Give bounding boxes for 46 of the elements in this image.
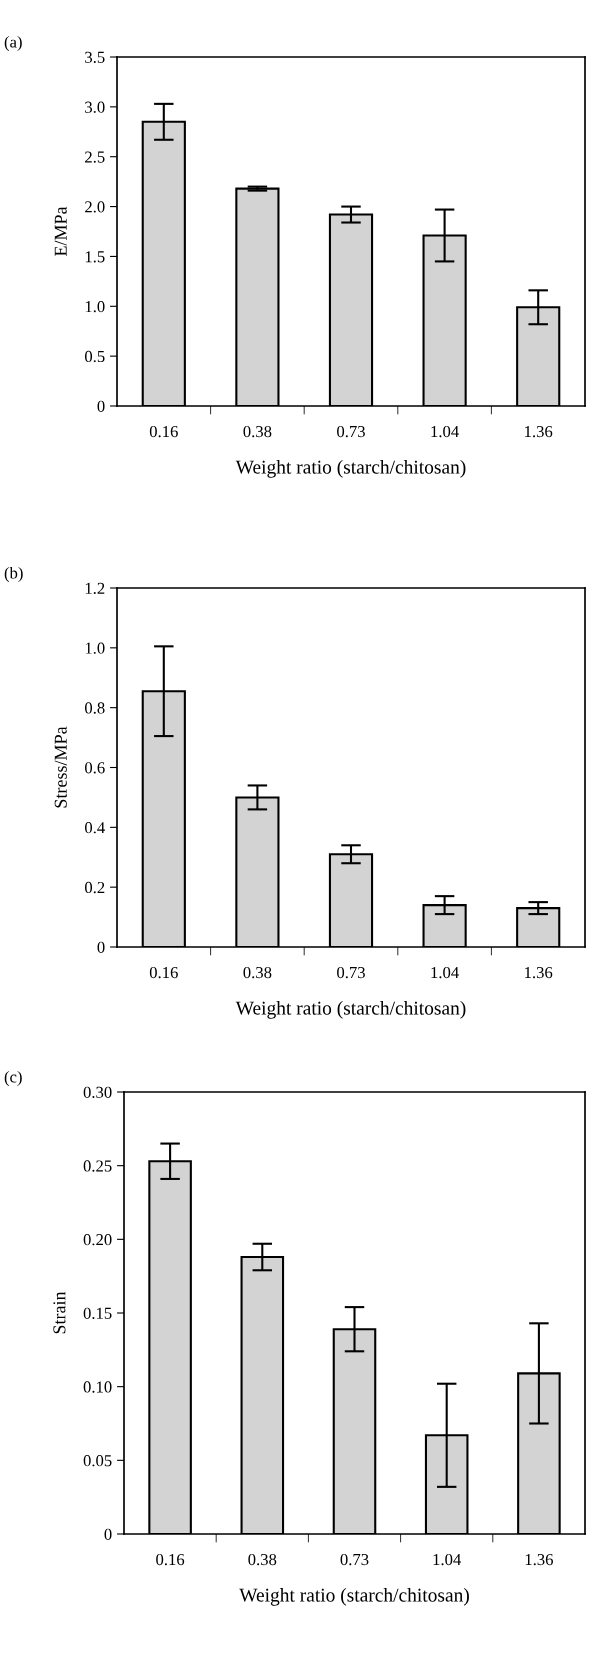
y-tick-label: 0.05 [83, 1455, 112, 1467]
x-tick-label: 1.04 [431, 966, 459, 979]
x-tick-label: 1.04 [431, 425, 459, 438]
x-tick-label: 0.38 [243, 425, 272, 438]
y-tick-label: 3.0 [85, 101, 105, 113]
y-tick-label: 0.30 [83, 1086, 112, 1099]
x-axis-title: Weight ratio (starch/chitosan) [235, 460, 466, 478]
x-tick-label: 1.04 [433, 1553, 462, 1566]
y-tick-label: 1.0 [85, 300, 105, 313]
x-tick-label: 0.16 [156, 1553, 185, 1566]
y-axis-title: E/MPa [54, 206, 67, 257]
y-tick-label: 0.5 [85, 350, 105, 363]
chart-title: (b) [4, 566, 23, 582]
y-tick-label: 1.5 [85, 251, 105, 263]
x-axis-title: Weight ratio (starch/chitosan) [239, 1588, 469, 1606]
y-tick-label: 0.15 [83, 1307, 112, 1320]
y-tick-label: 0.8 [85, 702, 105, 714]
x-tick-label: 1.36 [525, 1553, 553, 1566]
x-tick-label: 0.73 [337, 425, 365, 438]
x-tick-label: 0.73 [337, 966, 365, 979]
y-tick-label: 2.5 [85, 151, 105, 163]
y-tick-label: 0 [104, 1528, 112, 1540]
y-tick-label: 0.25 [83, 1160, 112, 1172]
y-tick-label: 0.2 [85, 881, 105, 894]
y-tick-label: 0.20 [83, 1234, 112, 1246]
y-tick-label: 1.0 [85, 642, 105, 654]
chart-title: (a) [4, 35, 22, 51]
y-tick-label: 0.6 [85, 762, 105, 774]
y-tick-label: 0 [97, 400, 105, 412]
x-tick-label: 1.36 [525, 425, 553, 438]
y-tick-label: 1.2 [85, 582, 105, 595]
x-tick-label: 0.38 [243, 966, 272, 979]
y-tick-label: 3.5 [85, 51, 105, 64]
chart-title: (c) [4, 1070, 22, 1086]
x-tick-label: 1.36 [525, 966, 553, 979]
x-tick-label: 0.16 [149, 966, 178, 979]
x-tick-label: 0.73 [340, 1553, 369, 1566]
x-tick-label: 0.38 [248, 1553, 277, 1566]
y-tick-label: 2.0 [85, 201, 105, 213]
y-tick-label: 0.10 [83, 1381, 112, 1393]
y-axis-title: Stress/MPa [54, 726, 67, 808]
y-tick-label: 0.4 [85, 822, 105, 834]
y-tick-label: 0 [97, 941, 105, 953]
x-tick-label: 0.16 [149, 425, 178, 438]
y-axis-title: Strain [53, 1291, 66, 1334]
x-axis-title: Weight ratio (starch/chitosan) [235, 1001, 466, 1019]
